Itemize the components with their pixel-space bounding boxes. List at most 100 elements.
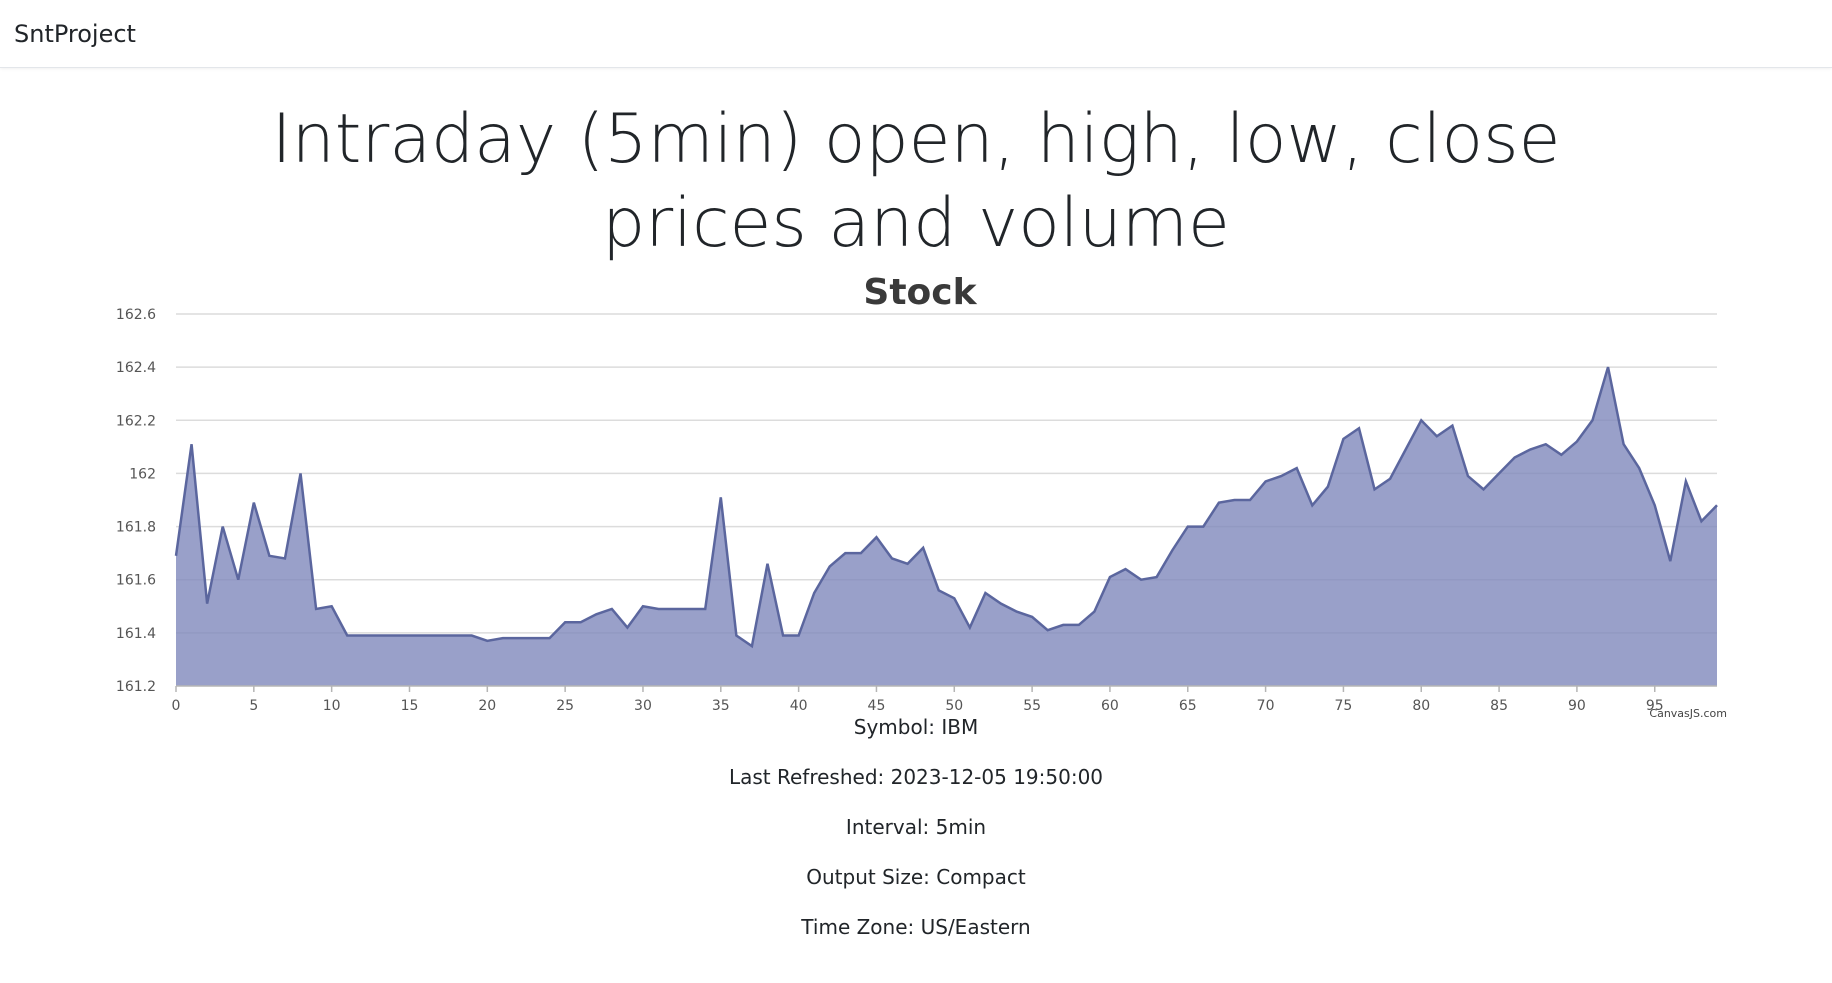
data-point[interactable] xyxy=(1684,479,1688,483)
data-point[interactable] xyxy=(1450,424,1454,428)
data-point[interactable] xyxy=(1170,548,1174,552)
data-point[interactable] xyxy=(439,634,443,638)
data-point[interactable] xyxy=(1590,418,1594,422)
data-point[interactable] xyxy=(874,535,878,539)
data-point[interactable] xyxy=(501,636,505,640)
data-point[interactable] xyxy=(190,442,194,446)
data-point[interactable] xyxy=(1466,474,1470,478)
data-point[interactable] xyxy=(594,612,598,616)
data-point[interactable] xyxy=(236,578,240,582)
data-point[interactable] xyxy=(1139,578,1143,582)
data-point[interactable] xyxy=(454,634,458,638)
data-point[interactable] xyxy=(1404,448,1408,452)
data-point[interactable] xyxy=(1341,437,1345,441)
data-point[interactable] xyxy=(1388,477,1392,481)
data-point[interactable] xyxy=(516,636,520,640)
data-point[interactable] xyxy=(797,634,801,638)
data-point[interactable] xyxy=(174,554,178,558)
data-point[interactable] xyxy=(1030,615,1034,619)
data-point[interactable] xyxy=(672,607,676,611)
data-point[interactable] xyxy=(392,634,396,638)
data-point[interactable] xyxy=(1046,628,1050,632)
data-point[interactable] xyxy=(1559,453,1563,457)
data-point[interactable] xyxy=(1264,479,1268,483)
data-point[interactable] xyxy=(1637,466,1641,470)
stock-chart[interactable]: Stock 161.2 161.4 161.6 161.8 162 162.2 162.4 16… xyxy=(0,266,1832,720)
series-line[interactable] xyxy=(174,366,1718,649)
data-point[interactable] xyxy=(1232,498,1236,502)
data-point[interactable] xyxy=(1575,440,1579,444)
data-point[interactable] xyxy=(563,620,567,624)
data-point[interactable] xyxy=(1497,471,1501,475)
data-point[interactable] xyxy=(906,562,910,566)
data-point[interactable] xyxy=(221,525,225,529)
data-point[interactable] xyxy=(859,551,863,555)
data-point[interactable] xyxy=(952,596,956,600)
data-point[interactable] xyxy=(376,634,380,638)
data-point[interactable] xyxy=(1186,525,1190,529)
data-point[interactable] xyxy=(1544,442,1548,446)
data-point[interactable] xyxy=(1310,503,1314,507)
data-point[interactable] xyxy=(330,604,334,608)
data-point[interactable] xyxy=(267,554,271,558)
data-point[interactable] xyxy=(1715,503,1719,507)
data-point[interactable] xyxy=(641,604,645,608)
data-point[interactable] xyxy=(1622,442,1626,446)
data-point[interactable] xyxy=(1201,525,1205,529)
data-point[interactable] xyxy=(937,588,941,592)
data-point[interactable] xyxy=(968,626,972,630)
data-point[interactable] xyxy=(252,501,256,505)
data-point[interactable] xyxy=(1326,485,1330,489)
data-point[interactable] xyxy=(812,591,816,595)
data-point[interactable] xyxy=(657,607,661,611)
data-point[interactable] xyxy=(407,634,411,638)
data-point[interactable] xyxy=(828,564,832,568)
data-point[interactable] xyxy=(781,634,785,638)
data-point[interactable] xyxy=(625,626,629,630)
data-point[interactable] xyxy=(579,620,583,624)
data-point[interactable] xyxy=(1653,503,1657,507)
data-point[interactable] xyxy=(1295,466,1299,470)
data-point[interactable] xyxy=(890,556,894,560)
data-point[interactable] xyxy=(1092,610,1096,614)
data-point[interactable] xyxy=(1435,434,1439,438)
data-point[interactable] xyxy=(765,562,769,566)
data-point[interactable] xyxy=(610,607,614,611)
chart-canvas[interactable]: Stock 161.2 161.4 161.6 161.8 162 162.2 162.4 16… xyxy=(0,266,1832,720)
data-point[interactable] xyxy=(1077,623,1081,627)
data-point[interactable] xyxy=(999,602,1003,606)
data-point[interactable] xyxy=(1357,426,1361,430)
data-point[interactable] xyxy=(1061,623,1065,627)
data-point[interactable] xyxy=(703,607,707,611)
data-point[interactable] xyxy=(1606,365,1610,369)
data-point[interactable] xyxy=(1217,501,1221,505)
data-point[interactable] xyxy=(688,607,692,611)
data-point[interactable] xyxy=(361,634,365,638)
data-point[interactable] xyxy=(1108,575,1112,579)
data-point[interactable] xyxy=(1373,487,1377,491)
data-point[interactable] xyxy=(719,495,723,499)
canvasjs-credit-link[interactable]: CanvasJS.com xyxy=(1649,707,1727,720)
data-point[interactable] xyxy=(843,551,847,555)
data-point[interactable] xyxy=(983,591,987,595)
data-point[interactable] xyxy=(283,556,287,560)
data-point[interactable] xyxy=(1528,448,1532,452)
data-point[interactable] xyxy=(532,636,536,640)
series-area[interactable] xyxy=(176,367,1717,686)
data-point[interactable] xyxy=(1124,567,1128,571)
data-point[interactable] xyxy=(205,602,209,606)
data-point[interactable] xyxy=(1015,610,1019,614)
data-point[interactable] xyxy=(1513,455,1517,459)
data-point[interactable] xyxy=(1248,498,1252,502)
data-point[interactable] xyxy=(548,636,552,640)
data-point[interactable] xyxy=(485,639,489,643)
data-point[interactable] xyxy=(1279,474,1283,478)
data-point[interactable] xyxy=(1155,575,1159,579)
data-point[interactable] xyxy=(470,634,474,638)
data-point[interactable] xyxy=(1419,418,1423,422)
data-point[interactable] xyxy=(299,471,303,475)
data-point[interactable] xyxy=(1668,559,1672,563)
data-point[interactable] xyxy=(750,644,754,648)
data-point[interactable] xyxy=(423,634,427,638)
data-point[interactable] xyxy=(1482,487,1486,491)
